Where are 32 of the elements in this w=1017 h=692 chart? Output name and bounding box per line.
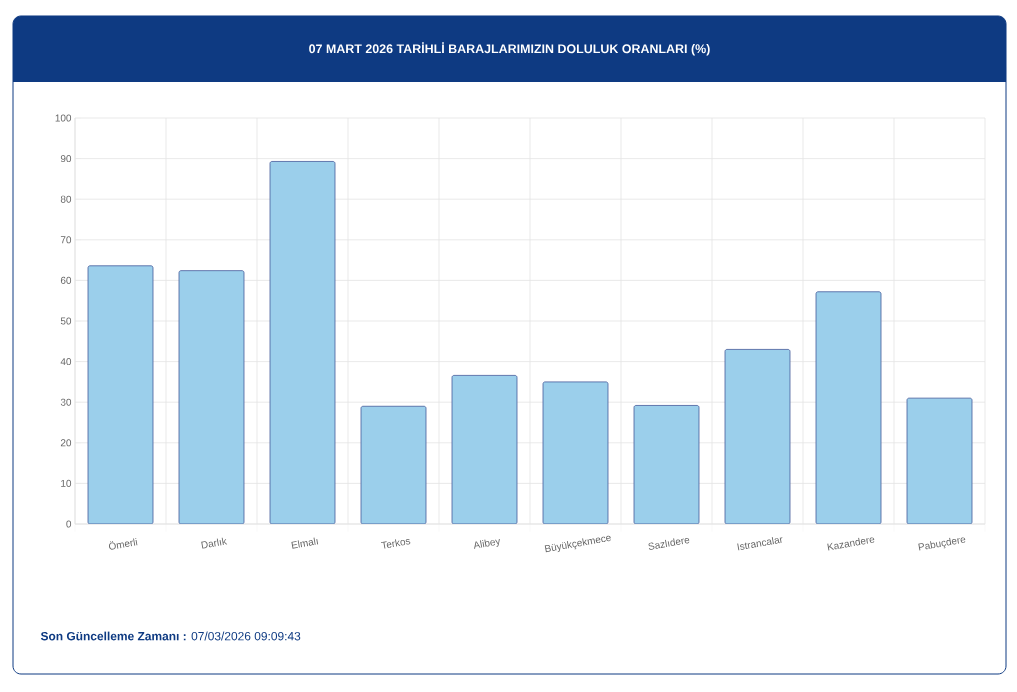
x-tick-label: Ömerli xyxy=(108,538,138,550)
bar xyxy=(906,397,973,524)
x-tick-label: Pabuçdere xyxy=(918,537,966,551)
y-tick-label: 10 xyxy=(61,479,72,487)
y-tick-label: 70 xyxy=(60,236,72,244)
chart-title: 07 MART 2026 TARİHLİ BARAJLARIMIZIN DOLULUK ORANLARI (%) xyxy=(309,42,710,56)
bar xyxy=(360,405,427,524)
x-tick-label: Sazlıdere xyxy=(648,537,690,550)
x-tick-label: Elmalı xyxy=(291,537,319,549)
y-tick-label: 50 xyxy=(60,317,72,325)
x-tick-label: Terkos xyxy=(380,539,411,549)
y-tick-label: 30 xyxy=(60,398,72,406)
y-tick-label: 90 xyxy=(60,155,72,163)
bar xyxy=(542,381,609,524)
y-tick-label: 80 xyxy=(60,195,72,203)
bar xyxy=(178,270,245,524)
bar xyxy=(451,375,518,524)
x-tick-label: Alibey xyxy=(474,538,500,549)
x-tick-label: Istrancalar xyxy=(737,536,783,551)
x-tick-label: Darlık xyxy=(201,537,228,549)
y-tick-label: 60 xyxy=(60,276,72,284)
x-tick-label: Kazandere xyxy=(827,537,875,551)
bar xyxy=(269,161,336,524)
y-tick-label: 100 xyxy=(55,114,72,122)
bar xyxy=(724,349,791,524)
bar xyxy=(633,405,700,524)
bar xyxy=(87,265,154,524)
text: Son Güncelleme Zamanı : 07/03/2026 09:09:43 xyxy=(40,631,301,641)
y-tick-label: 40 xyxy=(60,358,72,366)
bar xyxy=(815,291,882,524)
y-tick-label: 0 xyxy=(66,520,72,528)
y-tick-label: 20 xyxy=(60,439,72,447)
